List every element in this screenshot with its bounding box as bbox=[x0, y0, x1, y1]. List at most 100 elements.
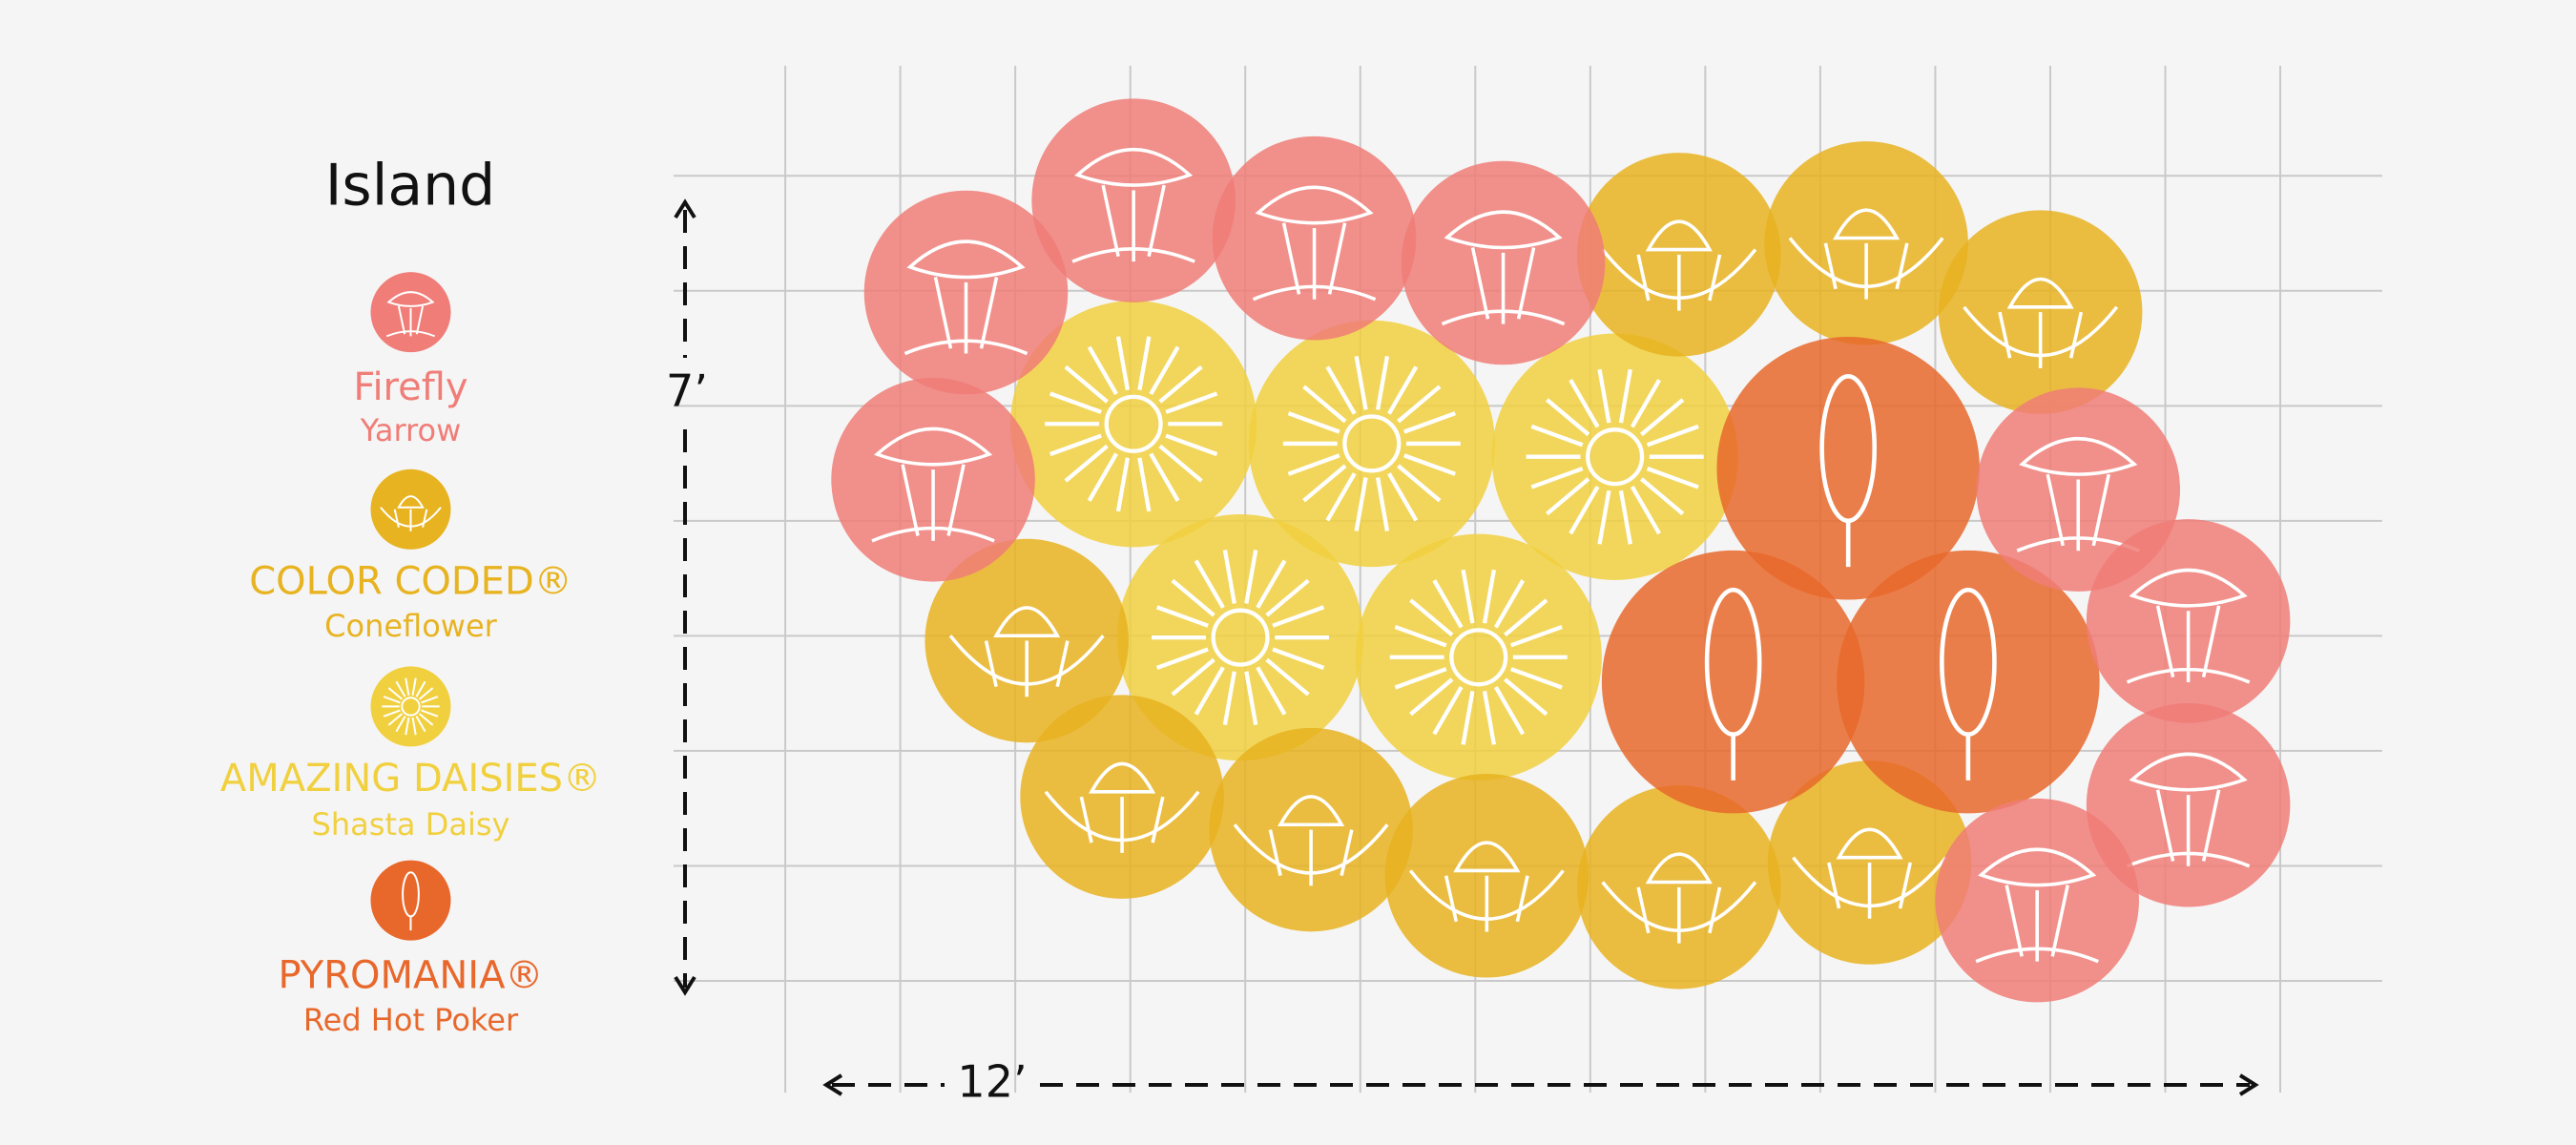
coneflower-icon bbox=[1601, 219, 1757, 311]
coneflower-icon bbox=[1788, 208, 1944, 300]
plant bbox=[1837, 550, 2100, 814]
daisy-petal bbox=[1302, 385, 1347, 424]
coneflower-icon bbox=[948, 606, 1105, 697]
plant-circle bbox=[1837, 550, 2100, 814]
yarrow-icon bbox=[1441, 210, 1566, 326]
daisy-petal bbox=[1049, 391, 1102, 414]
daisy-petal bbox=[1155, 647, 1209, 670]
legend-name: PYROMANIA® bbox=[279, 954, 544, 998]
plant bbox=[1248, 320, 1495, 568]
daisy-petal bbox=[395, 680, 406, 697]
daisy-petal bbox=[1064, 364, 1109, 404]
daisy-petal bbox=[1630, 485, 1662, 535]
yarrow-icon bbox=[904, 239, 1028, 356]
daisy-petal bbox=[421, 709, 439, 718]
daisy-petal bbox=[1115, 336, 1130, 391]
legend-name: COLOR CODED® bbox=[249, 559, 572, 603]
daisy-petal bbox=[395, 716, 406, 733]
daisy-petal bbox=[421, 696, 439, 704]
daisy-petal bbox=[1354, 355, 1368, 410]
daisy-petal bbox=[1256, 559, 1287, 609]
legend-icon bbox=[370, 860, 451, 941]
daisy-center bbox=[1104, 394, 1163, 453]
plant bbox=[1355, 533, 1602, 781]
daisy-petal bbox=[1568, 379, 1600, 428]
daisy-petal bbox=[1064, 444, 1109, 483]
daisy-petal bbox=[1530, 467, 1584, 489]
plant bbox=[1116, 513, 1364, 761]
daisy-center bbox=[401, 697, 421, 717]
daisy-petal bbox=[1618, 489, 1632, 545]
legend-subname: Yarrow bbox=[360, 412, 462, 448]
daisy-petal bbox=[1530, 424, 1584, 448]
daisy-petal bbox=[1149, 452, 1180, 502]
plant-circle bbox=[1355, 533, 1602, 781]
plant-circle bbox=[1116, 513, 1364, 761]
dimension-height bbox=[674, 198, 696, 996]
daisy-petal bbox=[1155, 605, 1209, 628]
legend-item: PYROMANIA® Red Hot Poker bbox=[279, 860, 544, 1038]
width-label: 12’ bbox=[957, 1056, 1027, 1108]
daisy-center bbox=[1449, 628, 1508, 687]
dimension-width bbox=[822, 1073, 2259, 1096]
yarrow-icon bbox=[1252, 185, 1377, 302]
daisy-petal bbox=[1387, 472, 1419, 522]
daisy-petal bbox=[1509, 624, 1563, 648]
legend-item: AMAZING DAISIES® Shasta Daisy bbox=[220, 666, 601, 843]
plant bbox=[1009, 301, 1257, 548]
daisy-petal bbox=[411, 717, 417, 736]
plant bbox=[1764, 141, 1968, 345]
coneflower-icon bbox=[1233, 795, 1389, 886]
plant bbox=[1577, 785, 1781, 989]
daisy-petal bbox=[1509, 667, 1563, 690]
plants bbox=[831, 98, 2291, 1003]
daisy-petal bbox=[1222, 550, 1236, 604]
plant bbox=[831, 378, 1035, 582]
legend-subname: Shasta Daisy bbox=[312, 806, 510, 843]
daisy-petal bbox=[1272, 605, 1325, 628]
daisy-petal bbox=[1646, 424, 1699, 448]
daisy-petal bbox=[1272, 647, 1325, 670]
plant-circle bbox=[1009, 301, 1257, 548]
daisy-center bbox=[1342, 414, 1402, 473]
daisy-petal bbox=[1171, 657, 1215, 697]
daisy-petal bbox=[1387, 365, 1419, 415]
plant-circle bbox=[1716, 336, 1980, 600]
plant bbox=[1384, 774, 1589, 978]
daisy-petal bbox=[1375, 477, 1390, 531]
daisy-petal bbox=[1287, 453, 1340, 476]
daisy-petal bbox=[1639, 398, 1685, 437]
daisy-petal bbox=[1049, 433, 1102, 457]
legend-subname: Red Hot Poker bbox=[303, 1002, 519, 1038]
daisy-petal bbox=[405, 677, 410, 697]
daisy-petal bbox=[415, 716, 426, 733]
daisy-petal bbox=[1394, 624, 1447, 648]
daisy-petal bbox=[1137, 457, 1152, 512]
daisy-petal bbox=[1432, 686, 1464, 736]
daisy-petal bbox=[1158, 364, 1203, 404]
plant-circle bbox=[1248, 320, 1495, 568]
daisy-petal bbox=[1194, 559, 1225, 609]
daisy-petal bbox=[387, 713, 404, 726]
daisy-petal bbox=[1137, 336, 1152, 391]
daisy-petal bbox=[1265, 657, 1310, 697]
plant-circle bbox=[1491, 333, 1738, 580]
daisy-petal bbox=[1461, 569, 1475, 624]
daisy-petal bbox=[1244, 550, 1258, 604]
daisy-petal bbox=[1354, 477, 1368, 531]
plant bbox=[1491, 333, 1738, 580]
legend-name: Firefly bbox=[353, 365, 467, 409]
plant bbox=[1938, 210, 2143, 414]
legend-icon bbox=[370, 666, 451, 747]
daisy-petal bbox=[1244, 671, 1258, 726]
daisy-petal bbox=[1325, 365, 1357, 415]
plant bbox=[1601, 550, 1865, 814]
plant bbox=[1209, 727, 1413, 932]
daisy-petal bbox=[1639, 477, 1685, 516]
daisy-petal bbox=[1397, 464, 1442, 503]
yarrow-icon bbox=[385, 291, 436, 338]
plant bbox=[1767, 760, 1972, 965]
daisy-petal bbox=[1149, 345, 1180, 396]
